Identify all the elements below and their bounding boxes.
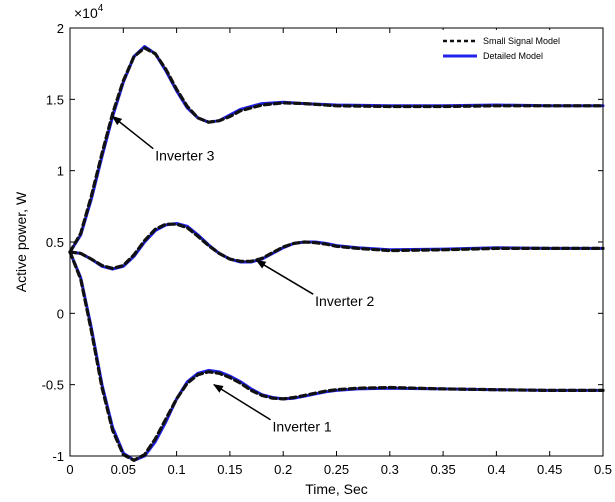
annotation-inverter-1: Inverter 1	[273, 419, 332, 435]
series-layer	[68, 45, 605, 462]
annotation-inverter-3: Inverter 3	[155, 148, 214, 164]
annotation-arrow-inverter-1	[213, 384, 271, 421]
legend-label-detailed: Detailed Model	[483, 51, 543, 61]
plot-frame	[69, 27, 604, 457]
x-tick-label: 0.3	[381, 462, 399, 477]
annotation-layer: Inverter 3 Inverter 2 Inverter 1	[111, 115, 375, 435]
y-tick-label: 1	[57, 164, 64, 179]
legend-box	[433, 30, 599, 64]
legend-label-small-signal: Small Signal Model	[483, 36, 560, 46]
y-axis-exponent: ×104	[74, 3, 104, 21]
x-tick-label: 0.35	[430, 462, 455, 477]
legend: Small Signal Model Detailed Model	[433, 30, 599, 64]
x-tick-label: 0.1	[168, 462, 186, 477]
y-axis-label: Active power, W	[13, 191, 29, 292]
small-signal-model-inverter-2-line	[68, 222, 605, 270]
plot-background	[70, 28, 603, 456]
y-tick-label: 0.5	[46, 235, 64, 250]
x-tick-label: 0.15	[217, 462, 242, 477]
annotation-arrow-inverter-3	[111, 115, 154, 150]
y-tick-label: -1	[52, 449, 64, 464]
y-tick-label: -0.5	[42, 378, 64, 393]
x-tick-label: 0.4	[487, 462, 505, 477]
x-tick-label: 0.25	[324, 462, 349, 477]
x-axis-label: Time, Sec	[305, 481, 368, 497]
x-tick-label: 0	[66, 462, 73, 477]
annotation-arrow-inverter-2	[255, 259, 314, 295]
small-signal-model-inverter-3-line	[68, 46, 605, 254]
x-tick-label: 0.45	[537, 462, 562, 477]
y-tick-label: 1.5	[46, 92, 64, 107]
x-tick-label: 0.05	[111, 462, 136, 477]
annotation-inverter-2: Inverter 2	[315, 293, 374, 309]
y-tick-label: 0	[57, 306, 64, 321]
x-tick-label: 0.5	[594, 462, 612, 477]
y-tick-label: 2	[57, 21, 64, 36]
tick-layer: 0 0.05 0.1 0.15 0.2 0.25 0.3 0.35 0.4 0.45 0.5 -1 -0…	[42, 21, 612, 477]
x-tick-label: 0.2	[274, 462, 292, 477]
